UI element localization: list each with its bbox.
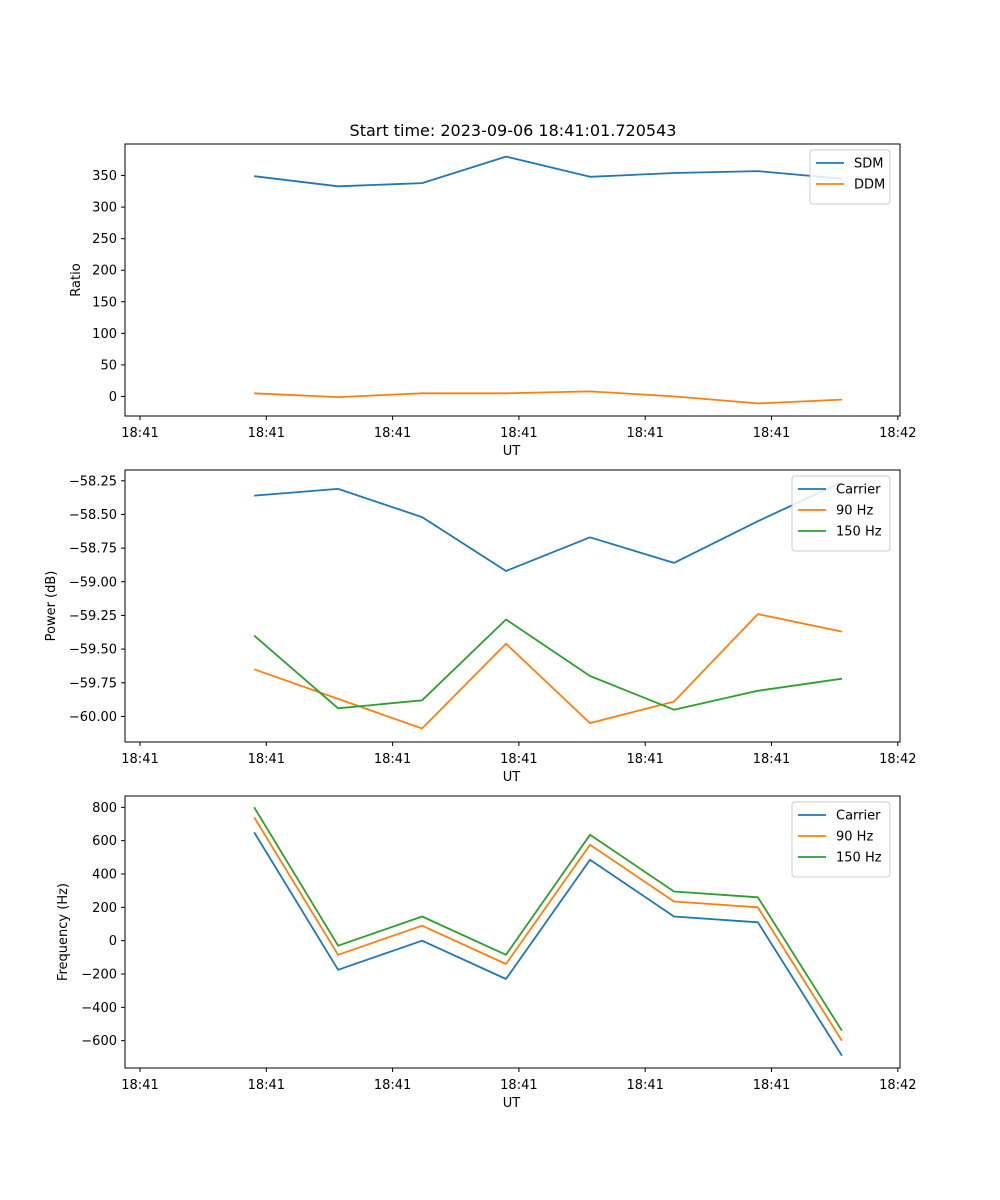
series-line-ddm [254,390,842,405]
y-tick-label: −59.50 [69,643,117,658]
x-tick-label: 18:41 [753,426,790,441]
x-tick-label: 18:42 [879,426,916,441]
series-line-sdm [254,155,842,188]
x-tick-label: 18:41 [248,752,285,767]
y-tick-label: −600 [81,1034,117,1049]
plot-frame [124,795,901,1069]
x-axis-label: UT [503,444,521,459]
y-tick-label: −59.00 [69,575,117,590]
y-tick-label: 100 [92,327,117,342]
x-tick-label: 18:41 [500,1078,537,1093]
series-line-90-hz [253,613,843,730]
y-axis-label: Ratio [69,263,84,296]
y-tick-label: −59.25 [69,609,117,624]
y-axis-label: Frequency (Hz) [56,883,71,981]
x-tick-label: 18:41 [626,1078,663,1093]
y-tick-label: 250 [92,232,117,247]
y-tick-label: 50 [100,358,117,373]
legend-label: Carrier [836,809,881,824]
y-axis-label: Power (dB) [44,571,59,642]
figure-title: Start time: 2023-09-06 18:41:01.720543 [350,121,677,140]
chart-panel-3: −600 −400 −200 0 200 400 600 800 18:41 18:41 18:41… [56,795,917,1111]
chart-panel-1: 0 50 100 150 200 250 300 350 18:41 18:41 18:41 18:4… [69,143,917,459]
y-tick-label: 800 [92,801,117,816]
x-tick-label: 18:41 [248,426,285,441]
x-tick-label: 18:41 [121,1078,158,1093]
y-tick-label: −200 [81,968,117,983]
legend-box [791,475,891,552]
plot-frame [124,469,901,743]
y-tick-label: 150 [92,295,117,310]
legend: Carrier 90 Hz 150 Hz [791,801,891,878]
legend-label: 90 Hz [836,504,873,519]
legend-label: 90 Hz [836,830,873,845]
y-tick-label: 0 [109,934,117,949]
x-tick-label: 18:42 [879,1078,916,1093]
y-tick-label: 350 [92,169,117,184]
series-line-carrier [253,831,843,1057]
x-tick-label: 18:41 [121,426,158,441]
x-tick-label: 18:41 [753,752,790,767]
x-tick-label: 18:41 [753,1078,790,1093]
legend-label: Carrier [836,483,881,498]
series-line-carrier [254,481,843,572]
x-axis-label: UT [503,1096,521,1111]
y-tick-label: 400 [92,868,117,883]
chart-panel-2: −60.00 −59.75 −59.50 −59.25 −59.00 −58.75 −58.… [44,469,917,785]
legend-label: 150 Hz [836,851,882,866]
plot-frame [124,143,901,417]
x-tick-label: 18:42 [879,752,916,767]
legend-label: SDM [854,157,883,172]
y-tick-label: −60.00 [69,710,117,725]
x-tick-label: 18:41 [374,426,411,441]
y-tick-label: 0 [109,390,117,405]
legend: SDM DDM [809,149,891,205]
x-tick-label: 18:41 [626,752,663,767]
y-tick-label: −58.50 [69,508,117,523]
x-axis-label: UT [503,770,521,785]
legend-label: DDM [854,178,885,193]
chart-panels: 0 50 100 150 200 250 300 350 18:41 18:41 18:41 18:4… [44,143,917,1111]
legend: Carrier 90 Hz 150 Hz [791,475,891,552]
y-tick-label: −58.75 [69,542,117,557]
series-line-150-hz [253,806,843,1032]
x-tick-label: 18:41 [121,752,158,767]
x-tick-label: 18:41 [500,426,537,441]
x-tick-label: 18:41 [500,752,537,767]
y-tick-label: 600 [92,834,117,849]
y-tick-label: −58.25 [69,474,117,489]
x-tick-label: 18:41 [374,752,411,767]
x-tick-label: 18:41 [626,426,663,441]
y-tick-label: 200 [92,901,117,916]
y-tick-label: 200 [92,264,117,279]
legend-box [791,801,891,878]
series-line-90-hz [253,816,843,1042]
y-tick-label: 300 [92,201,117,216]
y-tick-label: −59.75 [69,676,117,691]
x-tick-label: 18:41 [248,1078,285,1093]
y-tick-label: −400 [81,1001,117,1016]
series-line-150-hz [253,618,843,711]
x-tick-label: 18:41 [374,1078,411,1093]
legend-label: 150 Hz [836,525,882,540]
